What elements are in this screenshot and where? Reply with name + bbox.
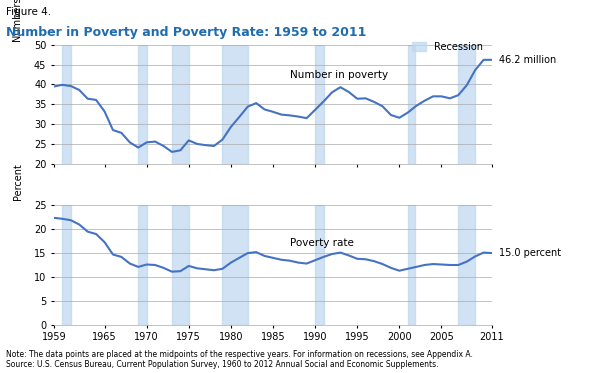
Bar xyxy=(315,206,323,325)
Bar xyxy=(172,45,189,164)
Text: Note: The data points are placed at the midpoints of the respective years. For i: Note: The data points are placed at the … xyxy=(6,350,473,369)
Bar xyxy=(315,45,323,164)
Bar xyxy=(408,206,415,325)
Bar xyxy=(138,45,146,164)
Bar xyxy=(62,206,71,325)
Text: Number in Poverty and Poverty Rate: 1959 to 2011: Number in Poverty and Poverty Rate: 1959… xyxy=(6,26,367,39)
Text: Figure 4.: Figure 4. xyxy=(6,7,51,18)
Y-axis label: Percent: Percent xyxy=(13,163,23,200)
Text: 15.0 percent: 15.0 percent xyxy=(499,248,561,258)
Legend: Recession: Recession xyxy=(408,38,487,56)
Bar xyxy=(458,45,475,164)
Bar xyxy=(62,45,71,164)
Text: Poverty rate: Poverty rate xyxy=(290,238,354,248)
Bar xyxy=(458,206,475,325)
Bar xyxy=(172,206,189,325)
Bar xyxy=(223,45,248,164)
Text: 46.2 million: 46.2 million xyxy=(499,55,556,65)
Text: Number in poverty: Number in poverty xyxy=(290,70,388,81)
Y-axis label: Numbers in millions: Numbers in millions xyxy=(13,0,23,43)
Bar xyxy=(138,206,146,325)
Bar xyxy=(223,206,248,325)
Bar xyxy=(408,45,415,164)
